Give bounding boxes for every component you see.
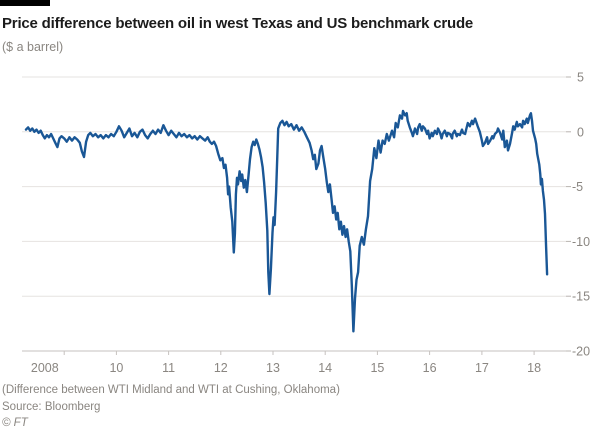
ft-top-bar (0, 0, 50, 6)
x-axis-label-2008: 2008 (31, 361, 59, 375)
y-tick-label--15: -15 (572, 290, 590, 304)
chart-subtitle: ($ a barrel) (2, 40, 64, 54)
y-tick-label--5: -5 (572, 180, 583, 194)
y-tick-label-0: 0 (577, 125, 584, 139)
chart-title: Price difference between oil in west Tex… (2, 15, 474, 32)
price-difference-line (24, 109, 549, 333)
x-axis-label-17: 17 (475, 361, 489, 375)
y-tick-label--20: -20 (572, 345, 590, 359)
x-axis-label-10: 10 (109, 361, 123, 375)
chart-copyright: © FT (2, 417, 28, 429)
x-axis-label-18: 18 (527, 361, 541, 375)
x-axis-label-15: 15 (370, 361, 384, 375)
chart-footnote: (Difference between WTI Midland and WTI … (2, 384, 340, 396)
x-axis-label-13: 13 (266, 361, 280, 375)
x-axis-label-16: 16 (423, 361, 437, 375)
x-axis-label-14: 14 (318, 361, 332, 375)
y-tick-label--10: -10 (572, 235, 590, 249)
x-axis-label-11: 11 (162, 361, 175, 375)
chart-source: Source: Bloomberg (2, 401, 101, 413)
y-tick-label-5: 5 (577, 71, 584, 85)
x-axis-label-12: 12 (214, 361, 228, 375)
